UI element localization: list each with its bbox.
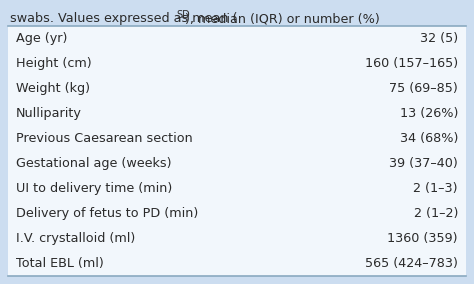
Bar — [8, 176, 466, 201]
Bar — [8, 251, 466, 276]
Text: swabs. Values expressed as mean (: swabs. Values expressed as mean ( — [10, 12, 237, 25]
Text: UI to delivery time (min): UI to delivery time (min) — [16, 182, 172, 195]
Bar — [8, 76, 466, 101]
Text: 1360 (359): 1360 (359) — [388, 232, 458, 245]
Bar — [8, 151, 466, 176]
Bar — [8, 26, 466, 51]
Text: 565 (424–783): 565 (424–783) — [365, 257, 458, 270]
Text: Gestational age (weeks): Gestational age (weeks) — [16, 157, 172, 170]
Text: Total EBL (ml): Total EBL (ml) — [16, 257, 104, 270]
Text: Previous Caesarean section: Previous Caesarean section — [16, 132, 193, 145]
Bar — [8, 26, 466, 276]
Bar — [8, 201, 466, 226]
Text: Delivery of fetus to PD (min): Delivery of fetus to PD (min) — [16, 207, 198, 220]
Text: I.V. crystalloid (ml): I.V. crystalloid (ml) — [16, 232, 135, 245]
Text: SD: SD — [177, 11, 191, 20]
Bar — [8, 226, 466, 251]
Text: 2 (1–3): 2 (1–3) — [413, 182, 458, 195]
Text: 2 (1–2): 2 (1–2) — [414, 207, 458, 220]
Bar — [8, 126, 466, 151]
Text: 39 (37–40): 39 (37–40) — [389, 157, 458, 170]
Bar — [8, 101, 466, 126]
Bar — [8, 51, 466, 76]
Text: 75 (69–85): 75 (69–85) — [389, 82, 458, 95]
Text: ), median (IQR) or number (%): ), median (IQR) or number (%) — [185, 12, 380, 25]
Text: 32 (5): 32 (5) — [420, 32, 458, 45]
Text: Height (cm): Height (cm) — [16, 57, 91, 70]
Text: Nulliparity: Nulliparity — [16, 107, 82, 120]
Text: Age (yr): Age (yr) — [16, 32, 67, 45]
Text: 13 (26%): 13 (26%) — [400, 107, 458, 120]
Text: 34 (68%): 34 (68%) — [400, 132, 458, 145]
Text: 160 (157–165): 160 (157–165) — [365, 57, 458, 70]
Text: Weight (kg): Weight (kg) — [16, 82, 90, 95]
